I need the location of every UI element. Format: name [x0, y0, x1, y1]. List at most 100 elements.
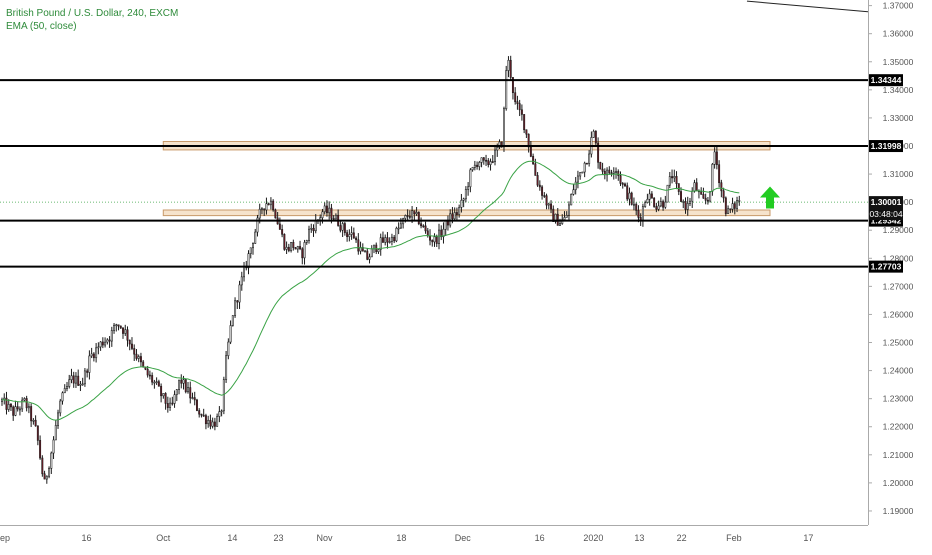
candle-body [18, 408, 21, 411]
candle-body [736, 200, 739, 209]
candle-body [180, 379, 183, 384]
candle-body [572, 189, 575, 195]
candle-body [182, 379, 185, 384]
candle-body [559, 223, 561, 226]
candle-body [151, 375, 154, 383]
candle-body [370, 248, 373, 258]
candle-body [117, 324, 120, 327]
candle-body [341, 223, 344, 231]
candle-body [630, 192, 633, 205]
candle-body [36, 425, 39, 441]
candle-body [364, 250, 367, 253]
candle-body [534, 163, 537, 176]
level-price-tag [869, 74, 903, 87]
candle-body [104, 341, 107, 346]
candle-body [420, 223, 423, 227]
y-tick-label: 1.19000 [883, 506, 914, 516]
candle-body [50, 452, 53, 469]
x-tick-label: 13 [634, 533, 644, 543]
candle-body [99, 341, 102, 348]
y-tick-label: 1.33000 [883, 113, 914, 123]
candle-body [435, 236, 438, 244]
candle-body [395, 227, 398, 242]
level-price-tag [869, 260, 903, 273]
candle-body [332, 218, 335, 220]
candle-body [211, 421, 214, 427]
candle-body [240, 276, 243, 286]
candle-body [334, 214, 337, 220]
candle-body [597, 142, 600, 163]
candle-body [509, 59, 512, 78]
candle-body [283, 233, 286, 250]
candle-body [166, 403, 169, 408]
chart-legend: British Pound / U.S. Dollar, 240, EXCM E… [6, 7, 178, 33]
candle-body [229, 325, 232, 343]
candle-body [727, 208, 730, 214]
candle-body [92, 353, 95, 359]
candle-body [514, 92, 517, 103]
candle-body [471, 167, 474, 171]
candle-body [218, 411, 221, 417]
candle-body [330, 207, 333, 219]
level-price-label: 1.34344 [871, 75, 902, 85]
candle-body [137, 356, 140, 359]
candle-body [621, 183, 624, 185]
candle-body [63, 388, 66, 394]
candle-body [314, 219, 317, 232]
candle-body [715, 151, 718, 166]
candle-body [169, 402, 172, 408]
candle-body [249, 247, 252, 254]
y-tick-label: 1.28000 [883, 253, 914, 263]
x-tick-label: 16 [535, 533, 545, 543]
candle-body [119, 325, 122, 329]
x-tick-label: Sep [0, 533, 10, 543]
candle-body [146, 368, 149, 376]
candle-body [86, 370, 89, 373]
candle-body [72, 375, 75, 384]
candle-body [225, 355, 228, 380]
candle-body [171, 402, 174, 405]
candle-body [429, 235, 431, 241]
candle-body [574, 181, 577, 191]
candle-body [505, 70, 508, 110]
candle-body [655, 206, 658, 210]
candle-body [644, 202, 647, 207]
candle-body [682, 201, 685, 203]
candle-body [700, 191, 703, 195]
y-tick-label: 1.20000 [883, 478, 914, 488]
candle-body [599, 162, 602, 170]
candle-body [5, 397, 8, 410]
candle-body [576, 175, 579, 183]
candle-body [695, 182, 698, 192]
candle-body [115, 324, 118, 327]
candle-body [720, 182, 723, 192]
candle-body [615, 171, 617, 173]
candle-body [494, 149, 496, 162]
candle-body [108, 339, 111, 342]
candle-body [34, 419, 37, 427]
candle-body [406, 215, 409, 217]
candle-body [384, 237, 387, 243]
candle-body [41, 457, 44, 475]
candle-body [216, 416, 219, 427]
candle-body [467, 186, 470, 190]
candle-body [491, 161, 494, 163]
candle-body [301, 248, 304, 259]
candle-body [128, 339, 131, 345]
candle-body [25, 398, 28, 409]
candle-body [305, 240, 308, 243]
candle-body [12, 406, 15, 416]
candle-body [209, 419, 212, 427]
countdown-label: 03:48:04 [869, 209, 902, 219]
candle-body [417, 212, 420, 225]
candle-body [260, 208, 263, 211]
candle-body [366, 250, 369, 260]
level-price-label: 1.31998 [871, 141, 902, 151]
candle-body [431, 239, 434, 243]
candle-body [357, 239, 360, 252]
zone-1 [162, 209, 771, 217]
candle-body [426, 230, 429, 237]
candle-body [487, 160, 490, 165]
